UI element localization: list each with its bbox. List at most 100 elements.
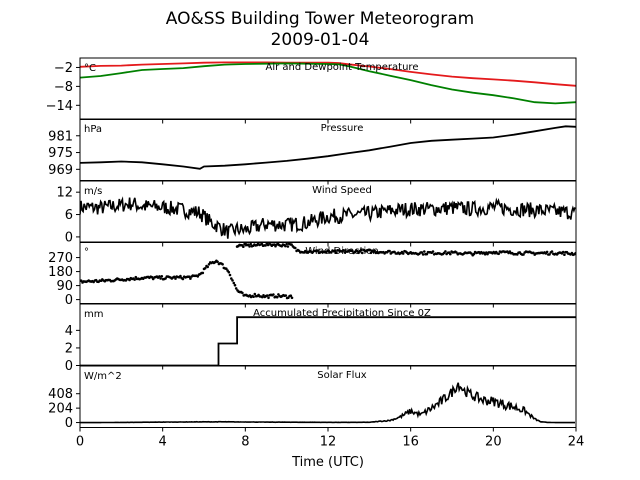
direction-point: [241, 291, 244, 295]
direction-point: [289, 294, 293, 298]
chart-date: 2009-01-04: [271, 30, 370, 50]
direction-point: [548, 253, 551, 256]
direction-point: [351, 249, 354, 253]
direction-point: [216, 260, 219, 264]
direction-point: [160, 275, 164, 278]
x-axis: 0 4 8 12 16 20 24: [76, 427, 585, 450]
direction-point: [401, 252, 405, 255]
direction-point: [284, 294, 288, 297]
direction-point: [431, 250, 435, 253]
direction-series-group: [80, 242, 576, 300]
direction-point: [290, 243, 293, 246]
direction-point: [234, 287, 238, 290]
panel-pressure: 969 975 981 hPa Pressure: [48, 118, 577, 185]
pressure-ytick-label: 975: [48, 146, 73, 161]
xtick-label: 8: [241, 435, 249, 450]
wind-panel-title: Wind Speed: [312, 185, 372, 196]
direction-point: [225, 267, 228, 271]
direction-point: [159, 277, 162, 280]
direction-point: [265, 294, 269, 297]
direction-point: [522, 253, 525, 256]
direction-point: [497, 252, 501, 256]
direction-panel-title: Wind Direction: [305, 246, 379, 257]
direction-point: [158, 275, 161, 278]
precip-ytick-label: 2: [65, 341, 73, 356]
direction-point: [373, 249, 377, 253]
wind-ytick-label: 0: [65, 230, 73, 245]
xtick-label: 12: [320, 435, 337, 450]
direction-point: [316, 249, 320, 252]
xtick-label: 20: [485, 435, 502, 450]
direction-point: [174, 277, 177, 280]
pressure-ytick-label: 969: [48, 163, 73, 178]
direction-point: [249, 242, 252, 246]
xtick-label: 24: [568, 435, 585, 450]
direction-ytick-label: 0: [65, 293, 73, 308]
direction-point: [421, 253, 425, 256]
precip-series-group: [80, 316, 576, 366]
direction-point: [342, 249, 346, 252]
panel-temp: −2 −8 −14 °C Air and Dewpoint Temperature: [46, 57, 577, 124]
xtick-label: 0: [76, 435, 84, 450]
direction-point: [172, 275, 176, 279]
direction-ytick-label: 90: [56, 279, 73, 294]
direction-point: [267, 296, 270, 300]
direction-point: [472, 252, 476, 256]
direction-point: [444, 250, 447, 253]
wind-unit-label: m/s: [84, 186, 102, 197]
direction-ytick-label: 180: [48, 265, 73, 280]
precip-ytick-label: 0: [65, 359, 73, 374]
direction-point: [335, 251, 338, 254]
direction-point: [286, 245, 290, 248]
direction-point: [284, 244, 287, 248]
direction-point: [545, 250, 549, 254]
xtick-label: 4: [159, 435, 167, 450]
direction-point: [449, 252, 452, 256]
chart-title: AO&SS Building Tower Meteorogram: [166, 9, 474, 29]
direction-point: [294, 246, 297, 250]
precip-ytick-label: 4: [65, 324, 73, 339]
direction-point: [361, 251, 364, 255]
direction-series-1: [80, 259, 294, 300]
wind-series-group: [80, 196, 576, 239]
direction-point: [187, 275, 191, 279]
direction-point: [563, 253, 566, 256]
temp-series-group: [80, 61, 576, 105]
direction-point: [227, 270, 231, 274]
direction-point: [561, 250, 565, 254]
direction-point: [231, 279, 234, 282]
solar-ytick-label: 408: [48, 387, 73, 402]
direction-point: [207, 263, 211, 266]
direction-point: [388, 249, 391, 253]
precip-series-1: [80, 316, 576, 366]
solar-series-1: [80, 382, 575, 424]
temp-ytick-label: −2: [54, 61, 73, 76]
direction-point: [206, 265, 209, 269]
direction-point: [233, 283, 237, 287]
direction-point: [189, 277, 192, 280]
direction-point: [203, 267, 207, 270]
wind-ytick-label: 12: [56, 186, 73, 201]
direction-point: [275, 295, 279, 299]
direction-point: [272, 293, 275, 296]
direction-point: [150, 275, 154, 279]
pressure-series-1: [80, 125, 576, 170]
direction-point: [333, 249, 337, 252]
temp-ytick-label: −14: [46, 99, 73, 114]
solar-panel-title: Solar Flux: [317, 370, 367, 381]
direction-point: [290, 296, 294, 300]
precip-unit-label: mm: [84, 309, 103, 320]
direction-point: [532, 251, 535, 255]
direction-point: [248, 245, 251, 248]
direction-point: [368, 248, 372, 252]
solar-ytick-label: 0: [65, 416, 73, 431]
direction-point: [133, 278, 136, 281]
direction-point: [359, 248, 363, 252]
direction-point: [252, 295, 255, 299]
direction-point: [420, 251, 424, 254]
pressure-unit-label: hPa: [84, 124, 102, 135]
direction-point: [425, 252, 429, 256]
wind-series-1: [80, 196, 576, 239]
